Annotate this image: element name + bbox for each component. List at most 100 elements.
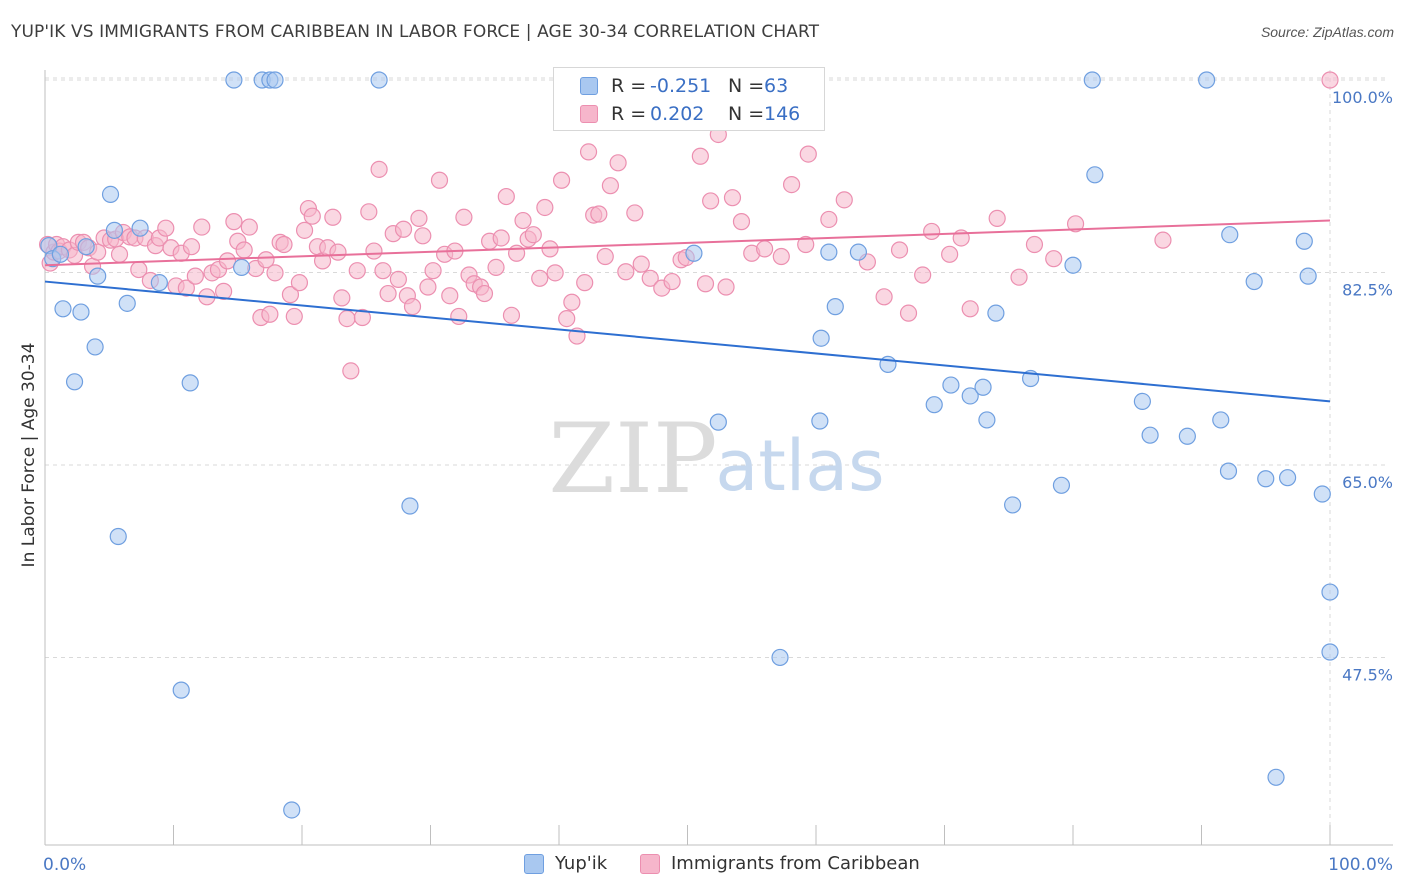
carib-point <box>755 240 774 258</box>
carib-point <box>702 192 720 210</box>
carib-point <box>240 218 258 236</box>
yupik-point <box>826 298 844 316</box>
series-carib-points <box>38 71 1339 380</box>
carib-point <box>285 307 303 326</box>
carib-point <box>342 362 360 380</box>
yupik-point <box>101 185 120 203</box>
carib-point <box>641 269 659 287</box>
carib-point <box>576 274 594 292</box>
carib-point <box>961 300 979 318</box>
legend-row-yupik: R = -0.251 N = 63 <box>554 72 824 100</box>
carib-point <box>403 298 422 316</box>
correlation-legend: R = -0.251 N = 63 R = 0.202 N = 146 <box>553 67 825 131</box>
yupik-point <box>1267 768 1285 786</box>
grid-lines <box>45 70 1385 845</box>
carib-point <box>1045 250 1063 268</box>
carib-point <box>303 207 321 225</box>
legend-r-label: R = <box>611 103 647 125</box>
legend-swatch-yupik <box>580 77 598 95</box>
carib-point <box>988 209 1006 227</box>
trend-lines <box>44 219 1331 403</box>
yupik-point <box>1133 392 1151 411</box>
legend-r-value: -0.251 <box>650 75 712 97</box>
carib-point <box>353 308 371 327</box>
carib-point <box>450 307 468 326</box>
yupik-point <box>1212 411 1230 429</box>
y-tick-label: 47.5% <box>1342 666 1393 685</box>
yupik-point <box>1064 256 1082 274</box>
carib-point <box>691 147 709 165</box>
legend-label-yupik: Yup'ik <box>555 853 608 874</box>
carib-point <box>394 220 413 238</box>
legend-n-label: N = <box>728 103 765 125</box>
legend-swatch-carib <box>580 105 598 123</box>
yupik-point <box>266 71 284 89</box>
yupik-point <box>978 411 996 429</box>
yupik-point <box>1219 462 1238 480</box>
carib-point <box>632 255 650 273</box>
yupik-point <box>1141 426 1159 444</box>
carib-point <box>1010 268 1028 286</box>
legend-n-value: 63 <box>764 75 789 97</box>
carib-point <box>225 213 243 231</box>
carib-point <box>617 263 635 281</box>
yupik-point <box>849 243 868 261</box>
carib-point <box>414 227 432 245</box>
yupik-point <box>51 245 70 263</box>
yupik-point <box>811 412 829 430</box>
carib-point <box>235 241 253 259</box>
yupik-point <box>1004 496 1022 514</box>
carib-point <box>914 266 932 284</box>
series-legend: Yup'ik Immigrants from Caribbean <box>0 852 1406 878</box>
carib-point <box>579 143 598 161</box>
carib-point <box>941 245 959 263</box>
carib-point <box>497 187 515 206</box>
carib-point <box>590 205 608 223</box>
carib-point <box>626 204 644 222</box>
yupik-point <box>820 243 838 261</box>
carib-point <box>487 258 505 276</box>
carib-point <box>1025 235 1044 254</box>
yupik-point <box>89 267 107 285</box>
carib-point <box>663 272 681 291</box>
legend-swatch-yupik <box>524 854 544 874</box>
yupik-point <box>1299 267 1317 285</box>
carib-point <box>552 171 571 189</box>
yupik-point <box>1313 485 1331 503</box>
watermark: ZIP atlas <box>548 403 884 515</box>
yupik-point <box>1278 469 1297 487</box>
yupik-point <box>812 329 830 347</box>
carib-point <box>514 211 532 230</box>
carib-point <box>193 218 211 236</box>
axes <box>44 70 1393 846</box>
carib-point <box>257 251 275 269</box>
carib-point <box>820 210 838 229</box>
carib-point <box>370 160 388 178</box>
yupik-point <box>118 294 136 312</box>
carib-point <box>374 262 392 280</box>
carib-point <box>389 270 407 288</box>
yupik-point <box>283 801 301 819</box>
yupik-point <box>65 373 84 391</box>
yupik-point <box>709 413 727 431</box>
carib-point <box>186 267 204 285</box>
legend-n-value: 146 <box>764 103 801 125</box>
carib-point <box>899 304 918 322</box>
yupik-point <box>150 274 168 292</box>
yupik-point <box>1083 71 1101 89</box>
trend-line-carib <box>44 219 1331 267</box>
carib-point <box>772 247 790 266</box>
carib-point <box>546 264 564 282</box>
carib-point <box>441 287 459 305</box>
carib-point <box>601 177 620 195</box>
watermark-zip: ZIP <box>548 403 717 515</box>
y-axis-title: In Labor Force | Age 30-34 <box>19 343 39 568</box>
yupik-point <box>1052 476 1071 494</box>
carib-point <box>541 240 559 258</box>
carib-point <box>365 242 383 260</box>
carib-point <box>799 145 817 163</box>
yupik-point <box>401 497 419 515</box>
carib-point <box>182 238 201 256</box>
carib-point <box>492 229 510 247</box>
